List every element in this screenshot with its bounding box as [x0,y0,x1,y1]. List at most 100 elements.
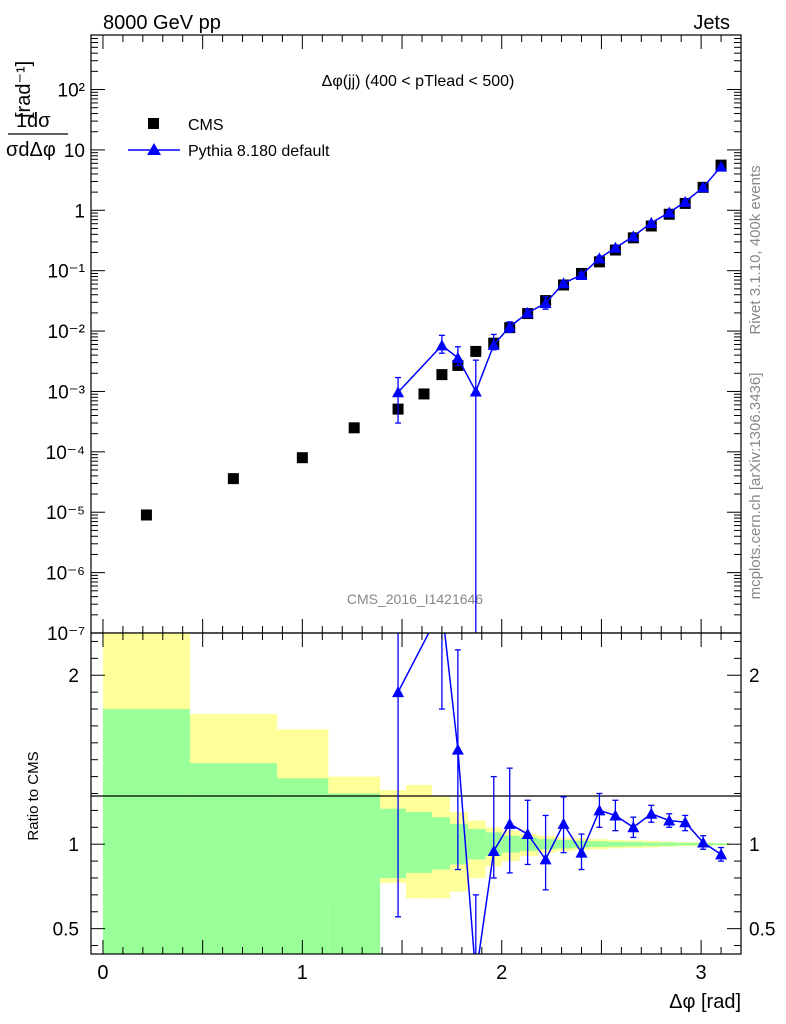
ratio-series-layer [392,633,728,981]
x-tick-label: 3 [696,962,707,984]
ratio-y-tick-label-right: 0.5 [749,920,775,941]
y-tick-label: 10⁻⁶ [46,564,85,585]
band-inner [589,841,608,848]
mcplots-reference-label: mcplots.cern.ch [arXiv:1306.3436] [747,373,764,600]
ratio-point-pythia [593,804,606,816]
ratio-point-pythia [645,807,658,819]
legend-label-pythia: Pythia 8.180 default [188,143,330,160]
ratio-y-axis-title: Ratio to CMS [25,751,42,840]
header-left-label: 8000 GeV pp [103,12,221,34]
x-tick-label: 2 [496,962,507,984]
x-tick-label: 1 [297,962,308,984]
ratio-point-pythia [715,848,728,860]
ratio-y-tick-label: 0.5 [53,920,79,941]
legend-marker-pythia [147,143,161,155]
top-series-layer [140,159,728,633]
data-point-pythia [469,385,482,397]
watermark-label: CMS_2016_I1421646 [347,591,483,607]
y-tick-label: 1 [74,201,85,222]
band-inner [277,778,329,954]
main-y-axis: 10⁻⁷ 10⁻⁶ 10⁻⁵ 10⁻⁴ 10⁻³ 10⁻² 10⁻¹ 1 10 10² [46,34,742,645]
ratio-point-pythia [470,970,482,981]
band-inner [449,823,468,865]
data-point-pythia [679,195,692,207]
data-point-pythia [575,268,588,280]
main-title: Δφ(jj) (400 < pTlead < 500) [322,73,515,90]
data-point-pythia [521,306,534,318]
data-point-cms [470,345,482,357]
y-tick-label: 10⁻⁴ [46,443,85,464]
data-point-pythia [451,351,464,363]
ratio-point-pythia [697,836,710,848]
band-inner [677,842,696,846]
band-inner [625,841,644,847]
y-tick-label: 10 [64,141,85,162]
ratio-point-pythia [392,686,405,698]
ratio-line-pythia [397,633,722,954]
legend-marker-cms [148,118,159,129]
y-tick-label: 10⁻² [48,322,86,343]
ratio-point-pythia [575,846,588,858]
data-point-pythia [627,230,640,242]
header-right-label: Jets [693,12,730,34]
legend: CMS Pythia 8.180 default [128,117,330,160]
ratio-point-pythia [663,814,676,826]
x-tick-label: 0 [97,962,108,984]
y-tick-label: 10⁻¹ [48,262,86,283]
ratio-point-pythia [609,809,622,821]
data-point-pythia [539,297,552,309]
data-point-pythia [557,277,570,289]
band-inner [406,812,432,873]
band-inner [713,843,730,846]
y-axis-title: 1 dσ σdΔφ [rad⁻¹] [6,61,68,161]
band-inner [328,793,381,954]
band-inner [189,763,278,954]
x-axis-title: Δφ [rad] [669,991,741,1013]
ratio-panel: 0.5 0.5 1 1 2 2 0 1 2 3 Ratio to CMS Δφ [rad] [25,632,775,1013]
ratio-point-pythia [627,821,640,833]
legend-label-cms: CMS [188,117,224,134]
data-point-cms [296,452,308,464]
data-point-pythia [645,216,658,228]
data-point-pythia [487,338,500,350]
data-point-pythia [435,339,448,351]
ratio-point-pythia [451,743,464,755]
band-inner [537,839,556,850]
y-axis-title-num-d: dσ [27,110,51,132]
y-axis-title-unit: [rad⁻¹] [13,61,35,118]
band-inner [659,842,678,846]
data-point-cms [140,509,152,521]
band-inner [102,709,190,954]
ratio-y-tick-label: 1 [68,835,79,856]
y-tick-label: 10⁻⁷ [47,624,85,645]
data-point-pythia [715,160,728,172]
data-point-pythia [392,386,405,398]
data-point-pythia [663,206,676,218]
data-point-pythia [503,320,516,332]
data-point-cms [436,369,448,381]
band-inner [431,817,450,870]
ratio-point-pythia [539,853,552,865]
band-inner [555,839,574,849]
y-tick-label: 10² [58,81,85,102]
band-inner [380,808,407,878]
y-tick-label: 10⁻³ [48,382,86,403]
data-point-pythia [609,241,622,253]
data-point-pythia [593,252,606,264]
ratio-y-tick-label-right: 1 [749,835,760,856]
rivet-version-label: Rivet 3.1.10, 400k events [747,165,764,334]
ratio-band-layer [102,633,730,954]
ratio-y-tick-label-right: 2 [749,666,760,687]
main-panel: Δφ(jj) (400 < pTlead < 500) CMS_2016_I14… [6,34,742,645]
ratio-point-pythia [557,817,570,829]
y-axis-title-num-1: 1 [16,110,27,132]
band-inner [501,835,520,853]
band-inner [643,842,660,846]
y-axis-title-den: σdΔφ [6,139,56,161]
ratio-y-tick-label: 2 [68,666,79,687]
ratio-point-pythia [521,828,534,840]
ratio-axes: 0.5 0.5 1 1 2 2 0 1 2 3 [53,633,775,984]
band-inner [607,841,626,847]
y-tick-label: 10⁻⁵ [46,503,85,524]
